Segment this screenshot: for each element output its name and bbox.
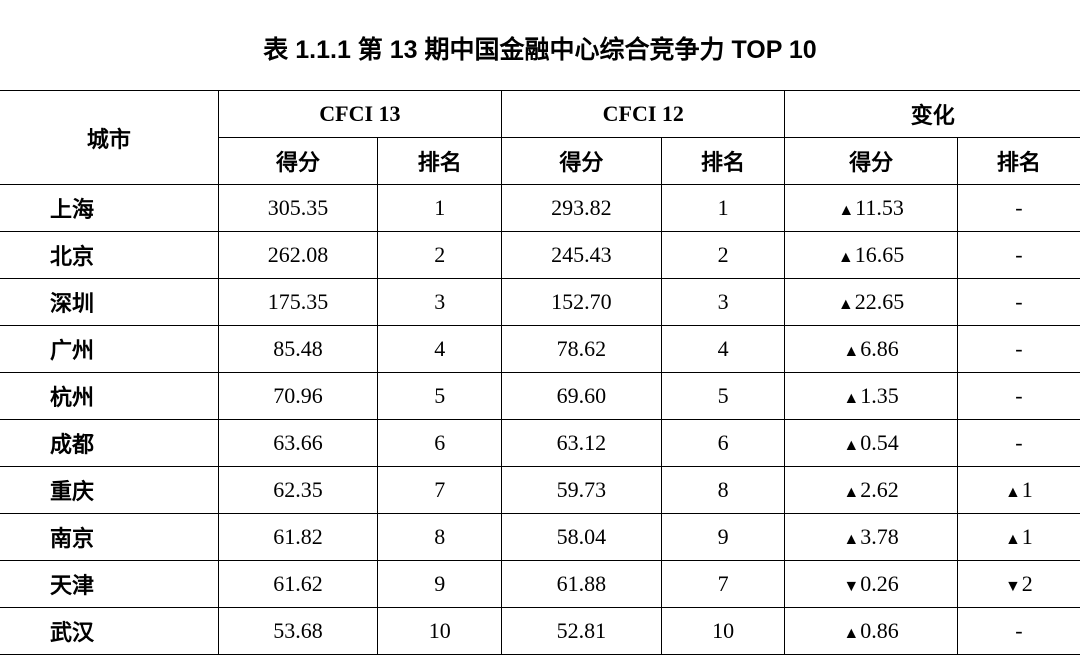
- header-row-1: 城市 CFCI 13 CFCI 12 变化: [0, 91, 1080, 138]
- cell-score-change: 0.54: [785, 420, 957, 467]
- cell-rank-change: -: [957, 326, 1080, 373]
- table-row: 北京262.082245.43216.65-: [0, 232, 1080, 279]
- cell-rank12: 7: [661, 561, 785, 608]
- cell-city: 南京: [0, 514, 218, 561]
- cell-score13: 85.48: [218, 326, 378, 373]
- header-change: 变化: [785, 91, 1080, 138]
- cell-city: 天津: [0, 561, 218, 608]
- cell-score-change: 3.78: [785, 514, 957, 561]
- table-row: 深圳175.353152.70322.65-: [0, 279, 1080, 326]
- cell-rank12: 6: [661, 420, 785, 467]
- header-cfci13: CFCI 13: [218, 91, 501, 138]
- cell-rank12: 2: [661, 232, 785, 279]
- cell-score13: 62.35: [218, 467, 378, 514]
- cell-score-change: 6.86: [785, 326, 957, 373]
- cell-rank-change: 2: [957, 561, 1080, 608]
- table-row: 广州85.48478.6246.86-: [0, 326, 1080, 373]
- cell-score12: 58.04: [502, 514, 662, 561]
- cell-rank13: 2: [378, 232, 502, 279]
- cell-score13: 305.35: [218, 185, 378, 232]
- cell-rank12: 3: [661, 279, 785, 326]
- cell-score13: 61.62: [218, 561, 378, 608]
- table-row: 天津61.62961.8870.262: [0, 561, 1080, 608]
- cell-rank-change: -: [957, 232, 1080, 279]
- cell-rank-change: -: [957, 185, 1080, 232]
- cell-rank13: 3: [378, 279, 502, 326]
- cell-rank12: 9: [661, 514, 785, 561]
- header-score-change: 得分: [785, 138, 957, 185]
- ranking-table: 城市 CFCI 13 CFCI 12 变化 得分 排名 得分 排名 得分 排名 …: [0, 90, 1080, 655]
- cell-rank-change: -: [957, 279, 1080, 326]
- cell-score-change: 0.26: [785, 561, 957, 608]
- cell-rank13: 1: [378, 185, 502, 232]
- cell-rank13: 10: [378, 608, 502, 655]
- cell-score12: 52.81: [502, 608, 662, 655]
- cell-city: 重庆: [0, 467, 218, 514]
- cell-score13: 61.82: [218, 514, 378, 561]
- cell-score12: 59.73: [502, 467, 662, 514]
- cell-rank13: 5: [378, 373, 502, 420]
- cell-score12: 245.43: [502, 232, 662, 279]
- cell-score-change: 0.86: [785, 608, 957, 655]
- cell-rank13: 4: [378, 326, 502, 373]
- cell-score12: 293.82: [502, 185, 662, 232]
- header-cfci12: CFCI 12: [502, 91, 785, 138]
- cell-rank-change: 1: [957, 514, 1080, 561]
- table-row: 上海305.351293.82111.53-: [0, 185, 1080, 232]
- cell-score-change: 2.62: [785, 467, 957, 514]
- cell-city: 杭州: [0, 373, 218, 420]
- cell-score-change: 11.53: [785, 185, 957, 232]
- cell-score13: 53.68: [218, 608, 378, 655]
- cell-score12: 63.12: [502, 420, 662, 467]
- cell-rank-change: 1: [957, 467, 1080, 514]
- table-row: 杭州70.96569.6051.35-: [0, 373, 1080, 420]
- table-title: 表 1.1.1 第 13 期中国金融中心综合竞争力 TOP 10: [0, 30, 1080, 66]
- cell-score13: 70.96: [218, 373, 378, 420]
- header-rank-13: 排名: [378, 138, 502, 185]
- cell-score13: 63.66: [218, 420, 378, 467]
- header-score-13: 得分: [218, 138, 378, 185]
- cell-rank-change: -: [957, 420, 1080, 467]
- header-score-12: 得分: [502, 138, 662, 185]
- cell-city: 武汉: [0, 608, 218, 655]
- cell-score-change: 22.65: [785, 279, 957, 326]
- cell-rank12: 4: [661, 326, 785, 373]
- cell-score13: 262.08: [218, 232, 378, 279]
- cell-score12: 152.70: [502, 279, 662, 326]
- header-rank-change: 排名: [957, 138, 1080, 185]
- cell-rank-change: -: [957, 608, 1080, 655]
- table-row: 南京61.82858.0493.781: [0, 514, 1080, 561]
- cell-score13: 175.35: [218, 279, 378, 326]
- cell-score12: 78.62: [502, 326, 662, 373]
- cell-rank13: 6: [378, 420, 502, 467]
- cell-score-change: 1.35: [785, 373, 957, 420]
- cell-city: 北京: [0, 232, 218, 279]
- cell-rank12: 5: [661, 373, 785, 420]
- cell-city: 上海: [0, 185, 218, 232]
- cell-city: 成都: [0, 420, 218, 467]
- cell-rank12: 1: [661, 185, 785, 232]
- cell-rank12: 10: [661, 608, 785, 655]
- header-rank-12: 排名: [661, 138, 785, 185]
- cell-rank13: 7: [378, 467, 502, 514]
- cell-rank12: 8: [661, 467, 785, 514]
- cell-rank13: 9: [378, 561, 502, 608]
- cell-score12: 61.88: [502, 561, 662, 608]
- cell-city: 深圳: [0, 279, 218, 326]
- table-row: 成都63.66663.1260.54-: [0, 420, 1080, 467]
- table-row: 重庆62.35759.7382.621: [0, 467, 1080, 514]
- cell-rank13: 8: [378, 514, 502, 561]
- cell-city: 广州: [0, 326, 218, 373]
- table-row: 武汉53.681052.81100.86-: [0, 608, 1080, 655]
- cell-rank-change: -: [957, 373, 1080, 420]
- header-city: 城市: [0, 91, 218, 185]
- cell-score12: 69.60: [502, 373, 662, 420]
- table-body: 上海305.351293.82111.53-北京262.082245.43216…: [0, 185, 1080, 655]
- cell-score-change: 16.65: [785, 232, 957, 279]
